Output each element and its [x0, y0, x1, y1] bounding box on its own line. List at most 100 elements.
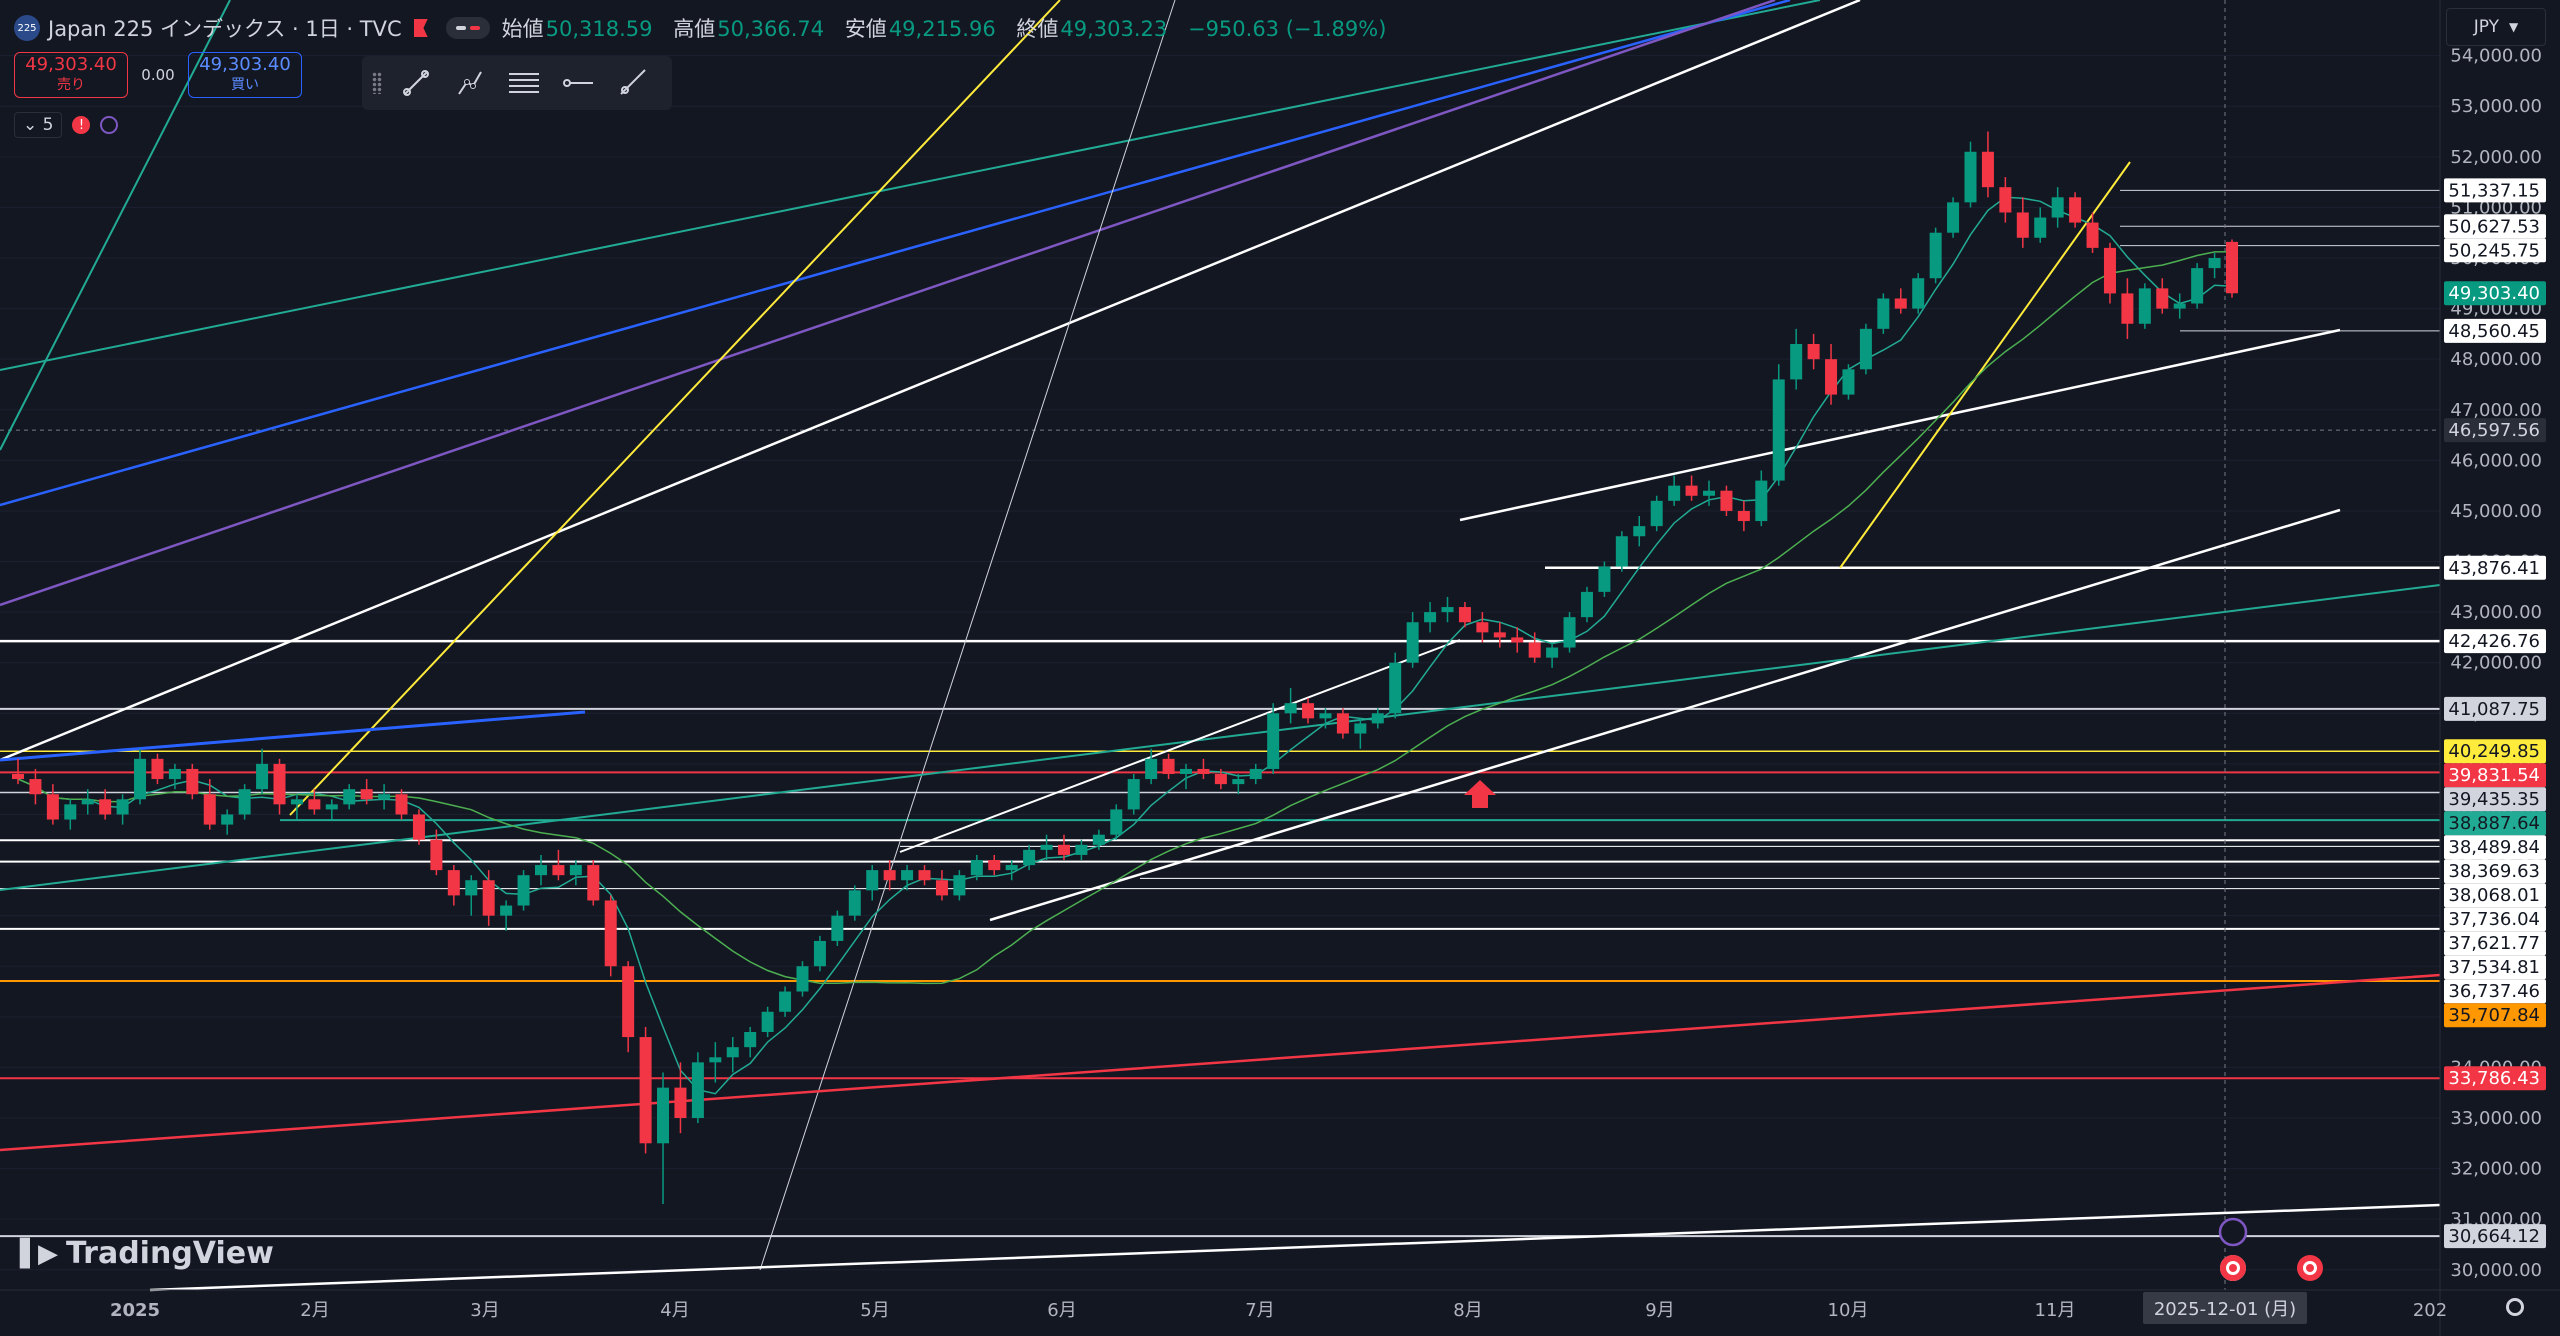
trend-line-tool[interactable]	[396, 63, 436, 103]
candle-body	[1894, 298, 1907, 309]
error-icon[interactable]: !	[72, 116, 91, 134]
candle-body	[29, 779, 42, 795]
y-tick-label: 45,000.00	[2450, 501, 2542, 522]
trend-line	[759, 0, 1176, 1271]
price-label: 43,876.41	[2448, 558, 2540, 579]
price-label: 35,707.84	[2448, 1005, 2540, 1026]
low-label: 安値	[844, 17, 887, 41]
trend-line	[0, 710, 586, 762]
symbol-logo[interactable]: 225	[14, 15, 40, 41]
candle-body	[953, 875, 966, 896]
horizontal-ray-icon	[563, 79, 593, 87]
fib-tool[interactable]	[504, 63, 544, 103]
candles	[12, 131, 2238, 1204]
dividend-marker-dot	[2229, 1264, 2237, 1272]
candle-body	[1825, 359, 1838, 395]
candle-body	[99, 799, 112, 815]
grid	[0, 55, 2440, 1271]
price-label: 50,245.75	[2448, 240, 2540, 261]
candle-body	[1720, 490, 1733, 511]
horizontal-ray-tool[interactable]	[558, 63, 598, 103]
candle-body	[1354, 723, 1367, 734]
candle-body	[674, 1087, 687, 1118]
candle-body	[203, 794, 216, 825]
indicators-row: ⌄ 5 !	[14, 112, 119, 138]
candle-body	[221, 814, 234, 825]
y-tick-label: 53,000.00	[2450, 96, 2542, 117]
candle-body	[1110, 809, 1123, 835]
indicator-count: 5	[42, 115, 54, 135]
high-label: 高値	[673, 17, 716, 41]
candle-body	[1180, 768, 1193, 774]
ray-icon	[620, 69, 646, 95]
price-label-box	[2444, 811, 2546, 836]
candle-body	[2138, 288, 2151, 324]
candle-body	[256, 763, 269, 790]
buy-button[interactable]: 49,303.40 買い	[188, 52, 302, 98]
crosshair-date: 2025-12-01 (月)	[2143, 1292, 2307, 1324]
price-label-box	[2444, 629, 2546, 654]
symbol-title[interactable]: Japan 225 インデックス · 1日 · TVC	[48, 17, 402, 41]
candle-body	[657, 1087, 670, 1144]
x-tick-label: 3月	[470, 1300, 499, 1321]
candle-body	[412, 814, 425, 840]
candle-body	[12, 774, 24, 780]
price-label-box	[2444, 739, 2546, 764]
sell-button[interactable]: 49,303.40 売り	[14, 52, 128, 98]
ray-tool[interactable]	[612, 63, 652, 103]
candle-body	[64, 804, 77, 820]
trend-line	[899, 639, 1461, 853]
price-label-box	[2444, 318, 2546, 343]
candle-body	[2121, 293, 2134, 324]
spread-value: 0.00	[141, 66, 175, 84]
tv-logo-icon: ▌▶	[20, 1238, 58, 1269]
currency-select[interactable]: JPY ▼	[2446, 8, 2546, 46]
change-value: −950.63 (−1.89%)	[1187, 17, 1387, 41]
indicators-toggle[interactable]: ⌄ 5	[14, 112, 63, 138]
gear-icon[interactable]	[2506, 1298, 2524, 1316]
price-labels: 51,337.15 50,627.53 50,245.75 49,303.40 48,5…	[2444, 178, 2546, 1249]
price-label-box	[2444, 787, 2546, 812]
price-label-box	[2444, 696, 2546, 721]
candle-body	[1040, 844, 1053, 850]
price-label-box	[2444, 979, 2546, 1004]
visibility-toggle[interactable]	[445, 17, 490, 39]
candle-body	[1336, 713, 1349, 734]
y-tick-label: 42,000.00	[2450, 653, 2542, 674]
indicator-icon[interactable]	[100, 116, 119, 134]
candle-body	[1685, 485, 1698, 496]
price-label: 39,831.54	[2448, 765, 2540, 786]
candle-body	[1877, 298, 1890, 329]
candle-body	[116, 799, 129, 815]
price-label: 40,249.85	[2448, 741, 2540, 762]
trend-line	[989, 508, 2341, 922]
close-value: 49,303.23	[1060, 17, 1168, 41]
price-label: 33,786.43	[2448, 1068, 2540, 1089]
price-label-box	[2444, 1066, 2546, 1091]
tradingview-logo[interactable]: ▌▶ TradingView	[20, 1236, 274, 1271]
trend-line-icon	[403, 70, 429, 96]
path-tool[interactable]	[450, 63, 490, 103]
trend-line	[0, 973, 2441, 1152]
drag-handle-icon[interactable]	[372, 72, 382, 94]
candle-body	[1633, 526, 1646, 537]
candle-body	[1232, 779, 1245, 785]
price-label-box	[2444, 955, 2546, 980]
symbol-header: 225 Japan 225 インデックス · 1日 · TVC 始値50,318…	[14, 12, 1386, 44]
candle-body	[796, 966, 809, 992]
candle-body	[1302, 703, 1315, 719]
price-label-box	[2444, 178, 2546, 203]
candle-body	[848, 890, 861, 916]
candle-body	[918, 870, 931, 881]
currency-label: JPY	[2473, 17, 2500, 37]
ohlc-values: 始値50,318.59 高値50,366.74 安値49,215.96 終値49…	[502, 13, 1387, 43]
flag-icon[interactable]	[413, 19, 428, 37]
candle-body	[2103, 247, 2116, 294]
buy-label: 買い	[231, 77, 259, 93]
y-tick-label: 54,000.00	[2450, 46, 2542, 67]
candle-body	[1859, 328, 1872, 370]
y-tick-label: 43,000.00	[2450, 602, 2542, 623]
wave-icon	[469, 26, 480, 30]
